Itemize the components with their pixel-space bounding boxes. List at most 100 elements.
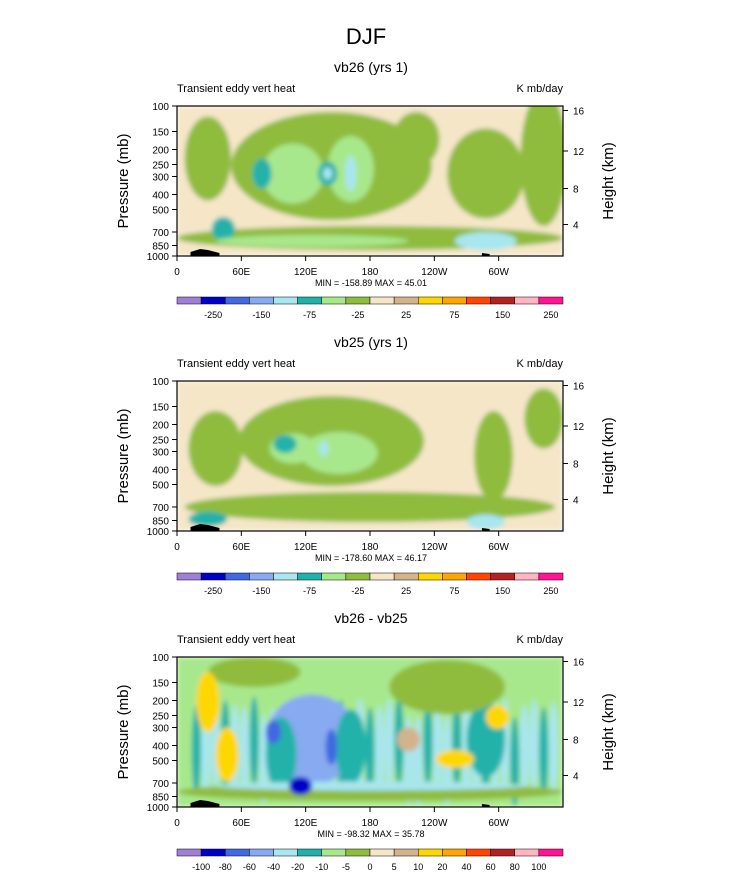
colorbar-label: -150 [252,310,270,320]
panel-title: vb26 - vb25 [334,610,407,626]
colorbar-swatch [176,848,202,857]
contour-region [188,511,228,527]
x-tick-label: 0 [174,267,180,278]
left-string: Transient eddy vert heat [177,634,295,646]
colorbar: -250 -150 -75 -25 25 75 150 250 [176,296,564,320]
colorbar-swatch [490,296,515,305]
contour-region [423,697,433,788]
x-tick-label: 0 [174,818,180,829]
contour-region [184,492,556,522]
contour-region [196,672,220,732]
contour-region [375,705,385,796]
y-tick-label: 200 [152,421,169,432]
colorbar-label: 60 [486,862,496,872]
contour-region [454,232,517,250]
colorbar-label: -150 [252,586,270,596]
colorbar-swatch [514,296,540,305]
x-tick-label: 60E [232,542,250,553]
y2-axis-title: Height (km) [600,142,617,220]
contour-region [322,167,333,180]
contour-fill [177,657,563,807]
contour-region [393,112,440,166]
colorbar-label: -80 [219,862,232,872]
contour-region [524,388,563,449]
x-tick-label: 120W [421,818,448,829]
y-tick-label: 700 [152,779,169,790]
colorbar-swatch [393,572,419,581]
contour-region [215,781,525,791]
y-axis-title: Pressure (mb) [115,684,132,779]
y-tick-label: 500 [152,206,169,217]
contour-region [261,143,324,204]
y-tick-label: 400 [152,466,169,477]
y-tick-label: 150 [152,403,169,414]
colorbar-swatch [273,572,298,581]
colorbar-label: 100 [531,862,546,872]
left-string: Transient eddy vert heat [177,83,295,95]
colorbar-swatch [538,848,564,857]
y-tick-label: 500 [152,757,169,768]
colorbar-swatch [442,848,467,857]
y-tick-label: 400 [152,191,169,202]
colorbar-label: 0 [367,862,372,872]
y2-axis-title: Height (km) [600,417,617,495]
colorbar-label: 80 [510,862,520,872]
panel-title: vb26 (yrs 1) [334,59,408,75]
contour-region [519,704,530,795]
colorbar-swatch [369,848,395,857]
colorbar-swatch [273,296,298,305]
y-tick-label: 850 [152,517,169,528]
min-max-stats: MIN = -158.89 MAX = 45.01 [315,278,427,288]
contour-region [485,705,509,729]
colorbar-label: -40 [267,862,280,872]
colorbar-swatch [273,848,298,857]
y-tick-label: 100 [152,102,169,113]
y-tick-label: 250 [152,712,169,723]
colorbar-swatch [176,296,202,305]
y-tick-label: 1000 [147,252,170,263]
colorbar-label: -10 [315,862,328,872]
y-tick-label: 500 [152,481,169,492]
contour-region [239,705,250,796]
colorbar-swatch [418,848,443,857]
colorbar-swatch [200,848,226,857]
min-max-stats: MIN = -98.32 MAX = 35.78 [317,829,424,839]
contour-region [252,158,272,189]
y-tick-label: 250 [152,436,169,447]
colorbar-swatch [538,572,564,581]
colorbar-label: 40 [461,862,471,872]
contour-region [265,720,282,744]
colorbar-swatch [249,848,274,857]
chart-panel-1: vb26 (yrs 1) Transient eddy vert heat K mb… [115,59,617,320]
colorbar-swatch [345,296,371,305]
x-tick-label: 180 [362,542,379,553]
colorbar-label: 25 [401,310,411,320]
x-tick-label: 120W [421,542,448,553]
colorbar-swatch [225,296,250,305]
contour-layer [177,657,563,807]
contour-region [384,698,394,789]
colorbar-swatch [297,296,322,305]
topography-andes [481,253,490,256]
contour-region [188,411,243,486]
contour-layer [177,381,563,531]
y2-tick-label: 8 [573,460,579,471]
chart-panel-3: vb26 - vb25 Transient eddy vert heat K mb/… [115,610,617,872]
colorbar-swatch [321,572,347,581]
contour-region [466,514,506,530]
y-tick-label: 150 [152,679,169,690]
colorbar-swatch [466,572,491,581]
chart-panel-2: vb25 (yrs 1) Transient eddy vert heat K mb… [115,334,617,596]
colorbar: -100 -80 -60 -40 -20 -10 -5 0 5 10 20 40 60 80 100 [176,848,564,872]
colorbar-swatch [418,296,443,305]
contour-region [191,705,201,796]
x-tick-label: 60W [488,267,509,278]
x-tick-label: 120E [294,542,318,553]
topography-africa [190,249,220,256]
y-tick-label: 700 [152,503,169,514]
colorbar-swatch [249,296,274,305]
colorbar-label: 75 [449,310,459,320]
x-tick-label: 60E [232,267,250,278]
colorbar-label: -250 [204,586,222,596]
